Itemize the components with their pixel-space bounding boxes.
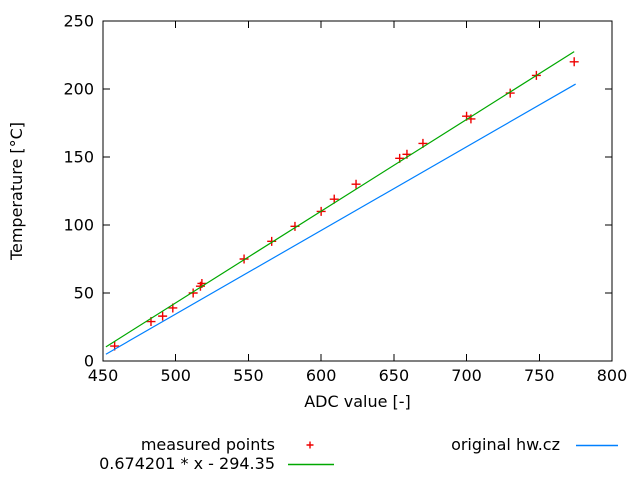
legend-sample-plus-icon	[306, 441, 314, 449]
y-tick-label: 200	[63, 80, 94, 99]
x-tick-label: 550	[233, 366, 264, 385]
x-tick-label: 450	[88, 366, 119, 385]
x-tick-label: 650	[379, 366, 410, 385]
y-axis-title: Temperature [°C]	[7, 122, 26, 261]
series-line-2	[105, 83, 576, 355]
measured-points-markers	[110, 57, 579, 351]
legend-label-2: original hw.cz	[451, 435, 560, 454]
y-tick-label: 0	[84, 352, 94, 371]
y-tick-label: 250	[63, 12, 94, 31]
x-tick-label: 750	[524, 366, 555, 385]
x-tick-label: 800	[597, 366, 628, 385]
series-line-1	[105, 51, 575, 348]
x-tick-label: 600	[306, 366, 337, 385]
y-tick-label: 100	[63, 216, 94, 235]
x-axis-title: ADC value [-]	[304, 392, 411, 411]
x-tick-label: 500	[160, 366, 191, 385]
x-tick-label: 700	[451, 366, 482, 385]
legend-label-0: measured points	[141, 435, 275, 454]
legend-label-1: 0.674201 * x - 294.35	[99, 454, 275, 473]
y-tick-label: 150	[63, 148, 94, 167]
y-tick-label: 50	[74, 284, 94, 303]
plot-border	[102, 20, 613, 362]
